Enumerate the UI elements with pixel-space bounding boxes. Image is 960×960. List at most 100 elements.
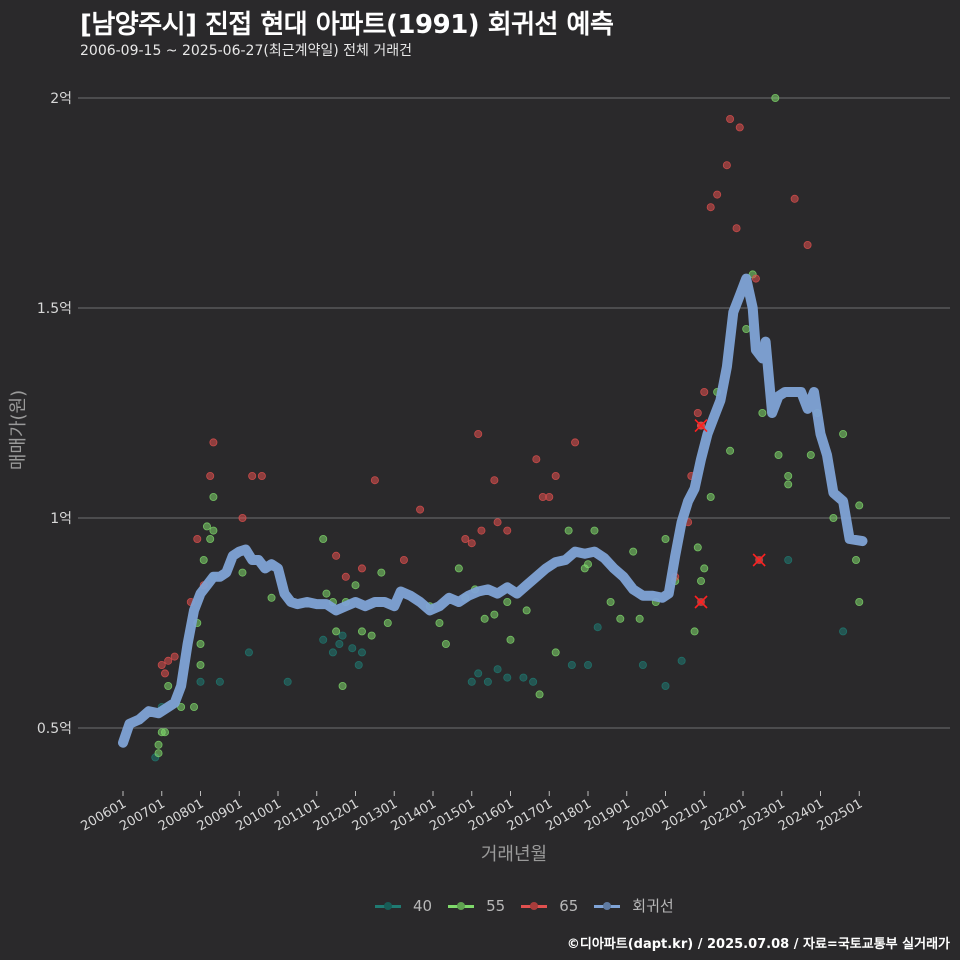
data-point: [474, 669, 483, 678]
data-point: [855, 598, 864, 607]
data-point: [332, 551, 341, 560]
data-point: [564, 526, 573, 535]
data-point: [503, 598, 512, 607]
data-point: [357, 627, 366, 636]
data-point: [164, 682, 173, 691]
legend-label: 65: [559, 896, 579, 915]
data-point: [503, 526, 512, 535]
data-point: [154, 749, 163, 758]
data-point: [193, 535, 202, 544]
data-point: [351, 581, 360, 590]
data-point: [751, 274, 760, 283]
chart-subtitle: 2006-09-15 ~ 2025-06-27(최근계약일) 전체 거래건: [80, 43, 412, 59]
data-point: [477, 526, 486, 535]
data-point: [677, 656, 686, 665]
data-point: [742, 324, 751, 333]
data-point: [209, 526, 218, 535]
data-point: [852, 556, 861, 565]
x-tick-label: 202501: [815, 796, 865, 834]
data-point: [480, 614, 489, 623]
data-point: [341, 572, 350, 581]
outlier-markers: [694, 419, 766, 609]
data-point: [713, 190, 722, 199]
data-point: [706, 492, 715, 501]
data-point: [490, 476, 499, 485]
data-point: [638, 661, 647, 670]
data-point: [202, 522, 211, 531]
data-point: [551, 648, 560, 657]
data-point: [584, 560, 593, 569]
data-point: [629, 547, 638, 556]
data-point: [829, 514, 838, 523]
data-point: [461, 535, 470, 544]
legend-swatch-icon: [448, 896, 475, 916]
data-point: [199, 556, 208, 565]
footer-credit: ©디아파트(dapt.kr) / 2025.07.08 / 자료=국토교통부 실…: [566, 937, 950, 952]
data-point: [209, 438, 218, 447]
legend-label: 55: [486, 896, 506, 915]
gridlines: [78, 97, 950, 729]
data-point: [257, 471, 266, 480]
data-point: [584, 661, 593, 670]
data-point: [551, 471, 560, 480]
data-point: [519, 673, 528, 682]
legend-swatch-icon: [521, 896, 548, 916]
data-point: [571, 438, 580, 447]
legend-item-2: 65: [521, 896, 578, 916]
data-point: [784, 471, 793, 480]
data-point: [157, 661, 166, 670]
data-point: [238, 514, 247, 523]
legend-swatch-icon: [375, 896, 401, 916]
data-point: [735, 123, 744, 132]
data-point: [726, 446, 735, 455]
data-point: [160, 728, 169, 737]
data-point: [732, 224, 741, 233]
legend-item-3: 회귀선: [594, 895, 674, 916]
data-point: [209, 492, 218, 501]
data-point: [855, 501, 864, 510]
y-tick-label: 1.5억: [37, 301, 72, 317]
data-point: [532, 455, 541, 464]
data-point: [722, 161, 731, 170]
data-point: [616, 614, 625, 623]
data-point: [806, 450, 815, 459]
chart-title: [남양주시] 진접 현대 아파트(1991) 회귀선 예측: [80, 10, 614, 40]
data-point: [706, 203, 715, 212]
data-point: [322, 589, 331, 598]
data-point: [545, 492, 554, 501]
data-point: [154, 740, 163, 749]
data-point: [354, 661, 363, 670]
data-point: [206, 535, 215, 544]
data-point: [357, 564, 366, 573]
data-point: [490, 610, 499, 619]
regression-line: [118, 273, 868, 748]
data-point: [283, 677, 292, 686]
data-point: [483, 677, 492, 686]
data-point: [661, 682, 670, 691]
data-point: [383, 619, 392, 628]
legend-item-0: 40: [375, 896, 432, 916]
data-point: [196, 661, 205, 670]
data-point: [164, 656, 173, 665]
data-point: [493, 665, 502, 674]
data-point: [606, 598, 615, 607]
data-point: [690, 627, 699, 636]
data-point: [319, 635, 328, 644]
x-axis: 2006012007012008012009012010012011012012…: [79, 791, 865, 834]
data-point: [839, 627, 848, 636]
data-point: [784, 556, 793, 565]
data-point: [248, 471, 257, 480]
data-point: [348, 644, 357, 653]
data-point: [726, 115, 735, 124]
data-point: [771, 94, 780, 103]
data-point: [635, 614, 644, 623]
data-point: [535, 690, 544, 699]
data-point: [693, 543, 702, 552]
data-point: [593, 623, 602, 632]
legend-swatch-icon: [594, 896, 621, 916]
data-point: [700, 387, 709, 396]
data-point: [467, 539, 476, 548]
data-point: [328, 648, 337, 657]
data-point: [697, 577, 706, 586]
